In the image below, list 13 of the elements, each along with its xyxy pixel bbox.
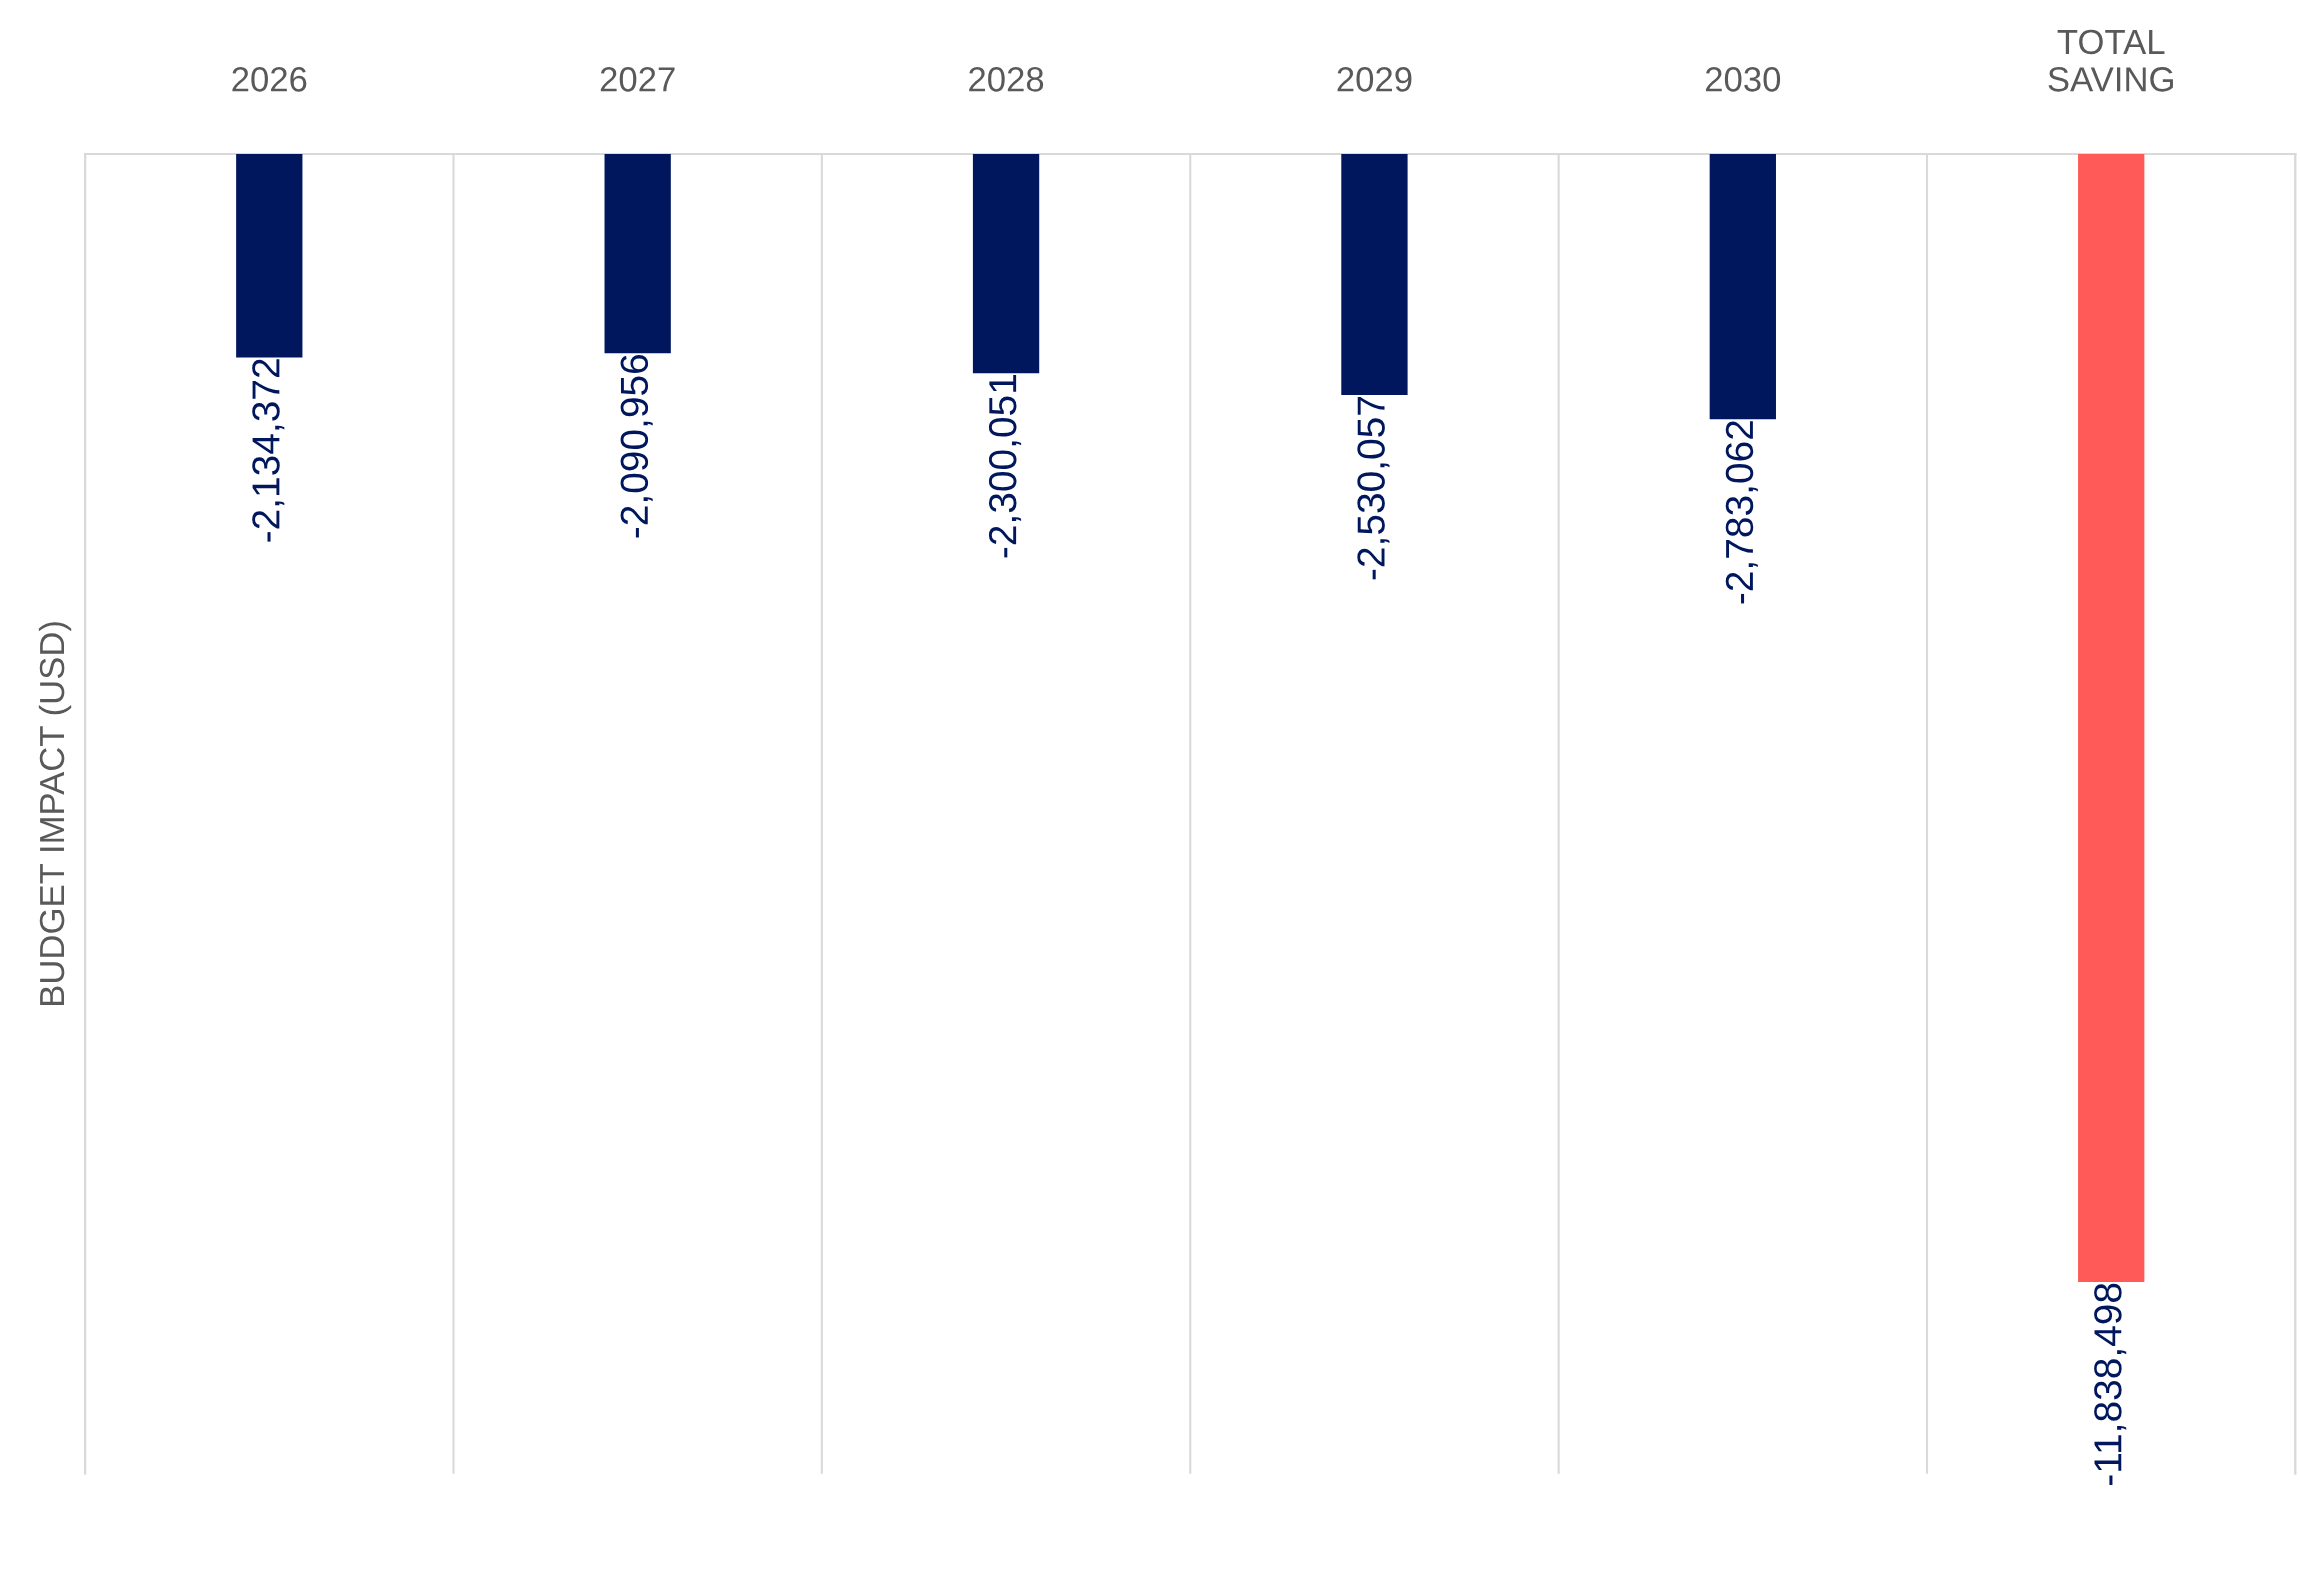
data-label: -2,783,062: [1725, 421, 1758, 604]
y-axis-title: BUDGET IMPACT (USD): [38, 622, 72, 1005]
x-tick-label: TOTAL SAVING: [2048, 29, 2173, 92]
data-label: -2,134,372: [252, 359, 285, 542]
x-tick-label: 2030: [1705, 67, 1781, 92]
data-label: -2,090,956: [620, 354, 653, 538]
x-tick-label: 2026: [232, 67, 307, 92]
data-label: -2,300,051: [988, 375, 1022, 558]
data-label: -11,838,498: [2094, 1283, 2127, 1485]
x-tick-label: 2029: [1337, 67, 1412, 92]
data-label: -2,530,057: [1357, 397, 1390, 580]
x-tick-label: 2027: [600, 67, 675, 92]
x-tick-label: 2028: [969, 67, 1044, 92]
